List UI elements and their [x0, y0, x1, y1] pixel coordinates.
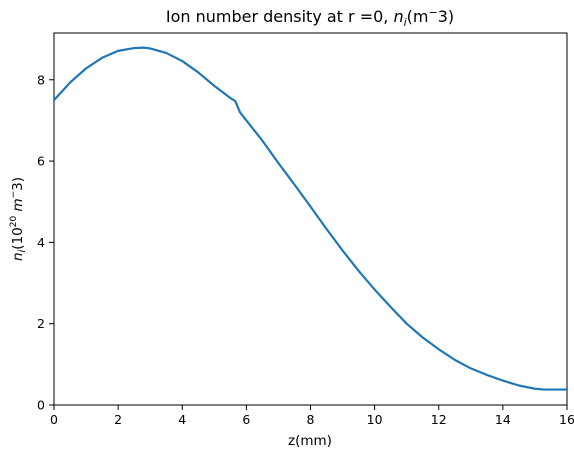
x-tick-label: 4	[178, 412, 186, 427]
y-tick-label: 4	[37, 235, 45, 250]
y-tick-label: 0	[37, 398, 45, 413]
y-tick-label: 8	[37, 72, 45, 87]
y-label-exp: 20	[9, 216, 19, 228]
y-axis-label: ni(1020 m−3)	[9, 177, 28, 261]
y-label-n: n	[10, 252, 26, 261]
x-axis-label: z(mm)	[288, 433, 332, 449]
y-label-unit: m	[10, 198, 26, 215]
chart-title-math-sup: −	[429, 6, 438, 19]
x-tick-label: 12	[431, 412, 447, 427]
x-tick-label: 8	[307, 412, 315, 427]
y-label-sup: −	[9, 191, 19, 199]
chart-title-math-sub: i	[404, 16, 407, 29]
x-tick-label: 16	[559, 412, 574, 427]
chart-title-main: Ion number density at r =0,	[166, 7, 394, 26]
series-line	[52, 46, 569, 391]
y-axis-ticks: 0 2 4 6 8	[37, 72, 54, 413]
y-label-tail: 3)	[10, 177, 26, 191]
plot-frame	[53, 32, 568, 406]
chart-title-math-n: n	[393, 7, 403, 26]
y-tick-label: 2	[37, 316, 45, 331]
chart-title-math-unit: (m	[407, 7, 429, 26]
x-tick-label: 0	[50, 412, 58, 427]
y-label-sub: i	[17, 249, 28, 252]
y-tick-label: 6	[37, 154, 45, 169]
x-tick-label: 2	[114, 412, 122, 427]
series-layer	[52, 46, 569, 391]
x-tick-label: 10	[367, 412, 383, 427]
chart-title: Ion number density at r =0, ni(m−3)	[166, 6, 454, 29]
x-tick-label: 14	[495, 412, 511, 427]
chart-title-math-tail: 3)	[438, 7, 454, 26]
x-axis-ticks: 0 2 4 6 8 10 12 14 16	[50, 405, 574, 427]
y-label-open: (10	[10, 227, 26, 249]
x-tick-label: 6	[242, 412, 250, 427]
